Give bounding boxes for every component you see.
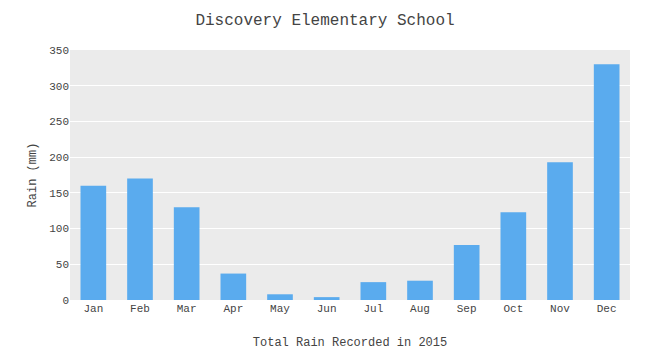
svg-text:Discovery Elementary School: Discovery Elementary School <box>195 12 454 30</box>
svg-text:350: 350 <box>49 45 69 57</box>
svg-text:200: 200 <box>49 152 69 164</box>
svg-text:Dec: Dec <box>597 303 617 315</box>
svg-text:Aug: Aug <box>410 303 430 315</box>
svg-text:Jan: Jan <box>83 303 103 315</box>
svg-text:Jun: Jun <box>317 303 337 315</box>
svg-text:250: 250 <box>49 116 69 128</box>
svg-text:50: 50 <box>56 259 69 271</box>
svg-text:Mar: Mar <box>177 303 197 315</box>
svg-text:Total Rain Recorded in 2015: Total Rain Recorded in 2015 <box>253 336 447 350</box>
svg-text:May: May <box>270 303 290 315</box>
svg-text:Jul: Jul <box>363 303 383 315</box>
svg-text:150: 150 <box>49 188 69 200</box>
svg-text:Oct: Oct <box>503 303 523 315</box>
svg-text:Nov: Nov <box>550 303 570 315</box>
svg-text:0: 0 <box>62 295 69 307</box>
svg-text:100: 100 <box>49 223 69 235</box>
svg-text:Rain (mm): Rain (mm) <box>26 143 40 208</box>
svg-text:Apr: Apr <box>223 303 243 315</box>
svg-text:300: 300 <box>49 81 69 93</box>
svg-text:Feb: Feb <box>130 303 150 315</box>
svg-text:Sep: Sep <box>457 303 477 315</box>
